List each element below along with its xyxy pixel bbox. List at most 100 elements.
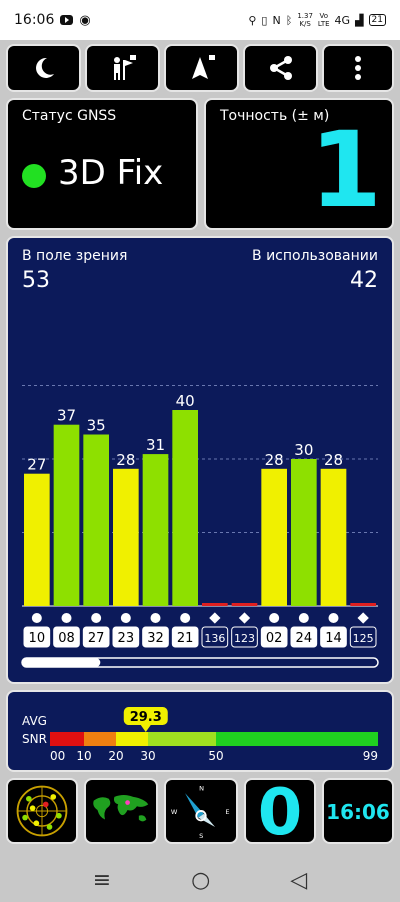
satellite-bar (142, 454, 169, 606)
snr-scale: 00 10 20 30 50 99 29.3 (50, 707, 378, 763)
prn-box (82, 626, 110, 648)
svg-text:W: W (171, 808, 178, 816)
nfc-icon: N (272, 13, 281, 27)
share-button[interactable] (243, 44, 318, 92)
bar-value-label: 40 (176, 392, 195, 410)
system-nav-bar: ≡ ○ ◁ (0, 858, 400, 902)
svg-text:N: N (199, 784, 204, 792)
satellite-bar (261, 468, 287, 606)
accuracy-value: 1 (309, 109, 382, 231)
counter-value: 0 (257, 776, 303, 850)
prn-label: 24 (296, 631, 313, 646)
snr-scale-label: 30 (140, 749, 155, 763)
signal-icon: ▟ (355, 13, 364, 27)
counter-tile[interactable]: 0 (244, 776, 316, 850)
prn-box (260, 626, 288, 648)
snr-avg-pointer (140, 725, 151, 732)
prn-box (142, 626, 169, 648)
satellite-bar (202, 603, 228, 606)
in-use-label: В использовании (252, 248, 378, 264)
snr-scale-label: 00 (50, 749, 65, 763)
prn-label: 02 (266, 631, 283, 646)
bar-value-label: 28 (324, 451, 343, 469)
satellite-bar (291, 459, 317, 606)
navigation-locked-button[interactable] (164, 44, 239, 92)
prn-label: 23 (118, 631, 135, 646)
radar-locked-button[interactable] (85, 44, 160, 92)
used-marker (269, 613, 280, 623)
network-type: 4G (334, 13, 351, 27)
unused-marker (238, 612, 251, 624)
satellite-bar (113, 468, 139, 606)
clock-tile[interactable]: 16:06 (322, 778, 394, 844)
bar-value-label: 28 (116, 451, 135, 469)
compass-icon: N W E S (171, 784, 230, 840)
satellite-bar (231, 603, 258, 606)
gnss-status-label: Статус GNSS (22, 108, 117, 124)
fix-status-text: 3D Fix (58, 153, 164, 193)
map-tile[interactable] (84, 778, 158, 844)
location-icon: ⚲ (248, 13, 257, 27)
snr-avg-bubble (123, 707, 168, 725)
snr-segment (116, 732, 148, 746)
prn-label: 27 (88, 631, 105, 646)
svg-text:E: E (225, 808, 229, 816)
unused-marker (209, 612, 221, 624)
snr-panel[interactable] (6, 690, 394, 772)
prn-box (290, 626, 318, 648)
satellite-bar (350, 603, 376, 606)
prn-box (349, 626, 377, 648)
used-marker (31, 613, 42, 623)
menu-nav-button[interactable]: ≡ (92, 867, 112, 893)
person-flag-lock-icon (113, 55, 136, 80)
app-notification-icon: ◉ (79, 12, 91, 28)
prn-label: 125 (353, 632, 374, 645)
snr-scale-label: 20 (108, 749, 123, 763)
bar-value-label: 31 (146, 436, 165, 454)
prn-label: 08 (58, 631, 75, 646)
prn-box (53, 626, 80, 648)
clock-value: 16:06 (326, 800, 390, 824)
satellite-bar (53, 424, 80, 606)
satellite-bar (24, 473, 50, 606)
snr-avg-value: 29.3 (130, 710, 162, 725)
share-icon (269, 56, 292, 80)
snr-segment (216, 732, 378, 746)
in-view-label: В поле зрения (22, 248, 128, 264)
prn-label: 14 (325, 631, 342, 646)
prn-box (231, 626, 258, 648)
snr-scale-label: 10 (76, 749, 91, 763)
used-marker (91, 613, 102, 623)
radar-tile[interactable] (6, 778, 78, 844)
more-vertical-icon (355, 56, 361, 80)
in-use-value: 42 (350, 268, 378, 293)
vibrate-icon: ▯ (261, 13, 268, 27)
back-nav-button[interactable]: ◁ (290, 867, 308, 893)
compass-tile[interactable]: N W E S (164, 778, 238, 844)
bar-value-label: 28 (265, 451, 284, 469)
status-bar: 16:06 ◉ ⚲ ▯ N ᛒ 1.37 K/S Vo LTE 4G ▟ 21 (0, 0, 400, 40)
moon-icon (35, 57, 54, 78)
satellite-bar (83, 434, 109, 606)
used-marker (328, 613, 339, 623)
volte-indicator: Vo LTE (317, 12, 330, 28)
used-marker (298, 613, 309, 623)
accuracy-card[interactable] (204, 98, 394, 230)
night-mode-button[interactable] (6, 44, 81, 92)
in-view-value: 53 (22, 268, 50, 293)
prn-label: 21 (177, 631, 194, 646)
accuracy-label: Точность (± м) (220, 108, 330, 124)
prn-box (171, 626, 199, 648)
prn-box (320, 626, 347, 648)
more-menu-button[interactable] (322, 44, 394, 92)
snr-scale-label: 50 (208, 749, 223, 763)
home-nav-button[interactable]: ○ (191, 867, 211, 893)
svg-text:S: S (199, 832, 203, 840)
prn-label: 123 (234, 632, 255, 645)
used-marker (180, 613, 191, 623)
satellite-bar (320, 468, 347, 606)
snr-avg-label: AVG (22, 714, 47, 728)
prn-label: 136 (204, 632, 225, 645)
world-map-icon (93, 795, 149, 822)
prn-box (201, 626, 229, 648)
